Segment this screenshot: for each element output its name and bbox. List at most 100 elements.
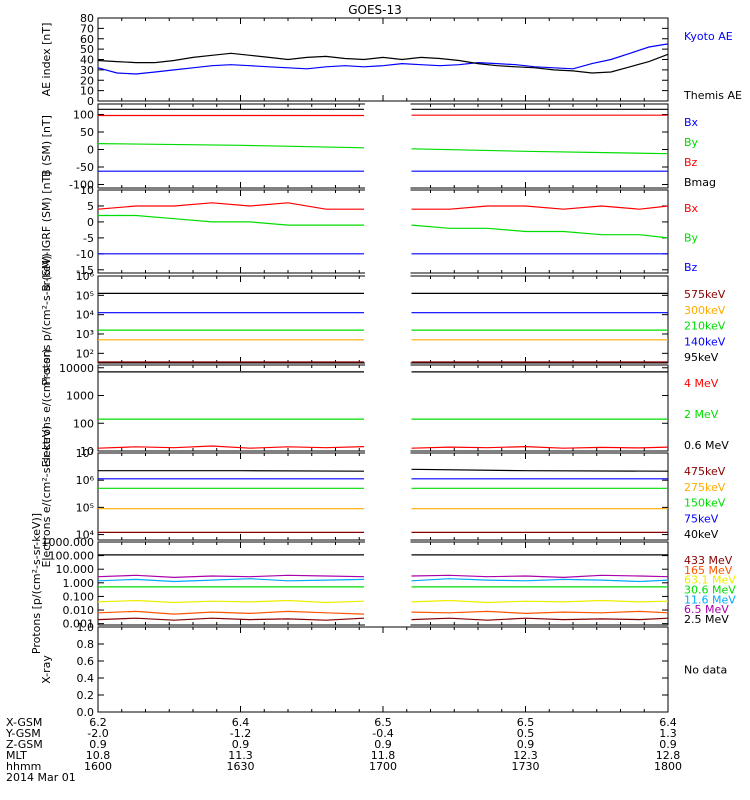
- legend-label: 210keV: [684, 320, 726, 333]
- footer-value: 1700: [369, 760, 397, 773]
- footer-value: 6.5: [374, 716, 392, 729]
- y-tick-label: 30: [80, 64, 94, 77]
- series-line-Themis-AE: [97, 52, 669, 74]
- series-line-40keV: [98, 470, 365, 472]
- series-line-6.5-MeV-b: [411, 574, 669, 579]
- footer-date: 2014 Mar 01: [6, 771, 76, 784]
- y-tick-label: -5: [83, 232, 94, 245]
- footer-row-label: Y-GSM: [5, 727, 41, 740]
- series-line-165-MeV-b: [411, 610, 669, 615]
- panel-4: 10 100 1000 10000 Electrons e/(cm²-s-sr) 4 Me…: [40, 349, 729, 468]
- y-axis-label: Electrons e/(cm²-s-sr-keV): [40, 425, 53, 567]
- footer-value: 10.8: [86, 749, 111, 762]
- y-tick-label: 10⁵: [76, 289, 94, 302]
- y-tick-label: -10: [76, 248, 94, 261]
- legend-label: Bx: [684, 202, 699, 215]
- legend-label: 575keV: [684, 288, 726, 301]
- footer-value: 11.3: [228, 749, 253, 762]
- y-tick-label: 20: [80, 74, 94, 87]
- y-tick-label: 10: [80, 85, 94, 98]
- y-tick-label: 10⁴: [76, 309, 95, 322]
- y-tick-label: 10⁵: [76, 501, 94, 514]
- footer-value: 0.9: [374, 738, 392, 751]
- footer-value: 6.5: [517, 716, 535, 729]
- footer-value: 0.9: [517, 738, 535, 751]
- data-gap: [365, 189, 411, 274]
- legend-label: 475keV: [684, 465, 726, 478]
- y-tick-label: 100.000: [49, 550, 95, 563]
- legend-label: 275keV: [684, 481, 726, 494]
- data-gap: [365, 452, 411, 541]
- y-axis-label: Protons [p/(cm²-s-sr-keV)]: [30, 513, 43, 654]
- y-tick-label: 10.000: [56, 563, 95, 576]
- panel-3: 10² 10³ 10⁴ 10⁵ 10⁶ Protons p/(cm²-s-sr-keV) 5…: [40, 253, 726, 386]
- panel-6: 0.0010.0100.1001.00010.000100.0001000.00…: [30, 513, 736, 654]
- y-tick-label: 0: [87, 95, 94, 108]
- legend-label: 63.1 MeV: [684, 574, 736, 587]
- y-tick-label: 10: [80, 184, 94, 197]
- footer-value: 6.4: [659, 716, 677, 729]
- legend-label: 433 MeV: [684, 554, 733, 567]
- footer-value: 1730: [512, 760, 540, 773]
- footer-value: 12.8: [656, 749, 681, 762]
- y-tick-label: 0.001: [63, 618, 95, 631]
- legend-label: Bz: [684, 156, 698, 169]
- footer-value: -2.0: [87, 727, 108, 740]
- legend-label: 40keV: [684, 528, 719, 541]
- legend-label: By: [684, 136, 699, 149]
- y-tick-label: 0.2: [77, 689, 95, 702]
- legend-label: 4 MeV: [684, 377, 719, 390]
- legend-label: 75keV: [684, 512, 719, 525]
- footer-value: 1800: [654, 760, 682, 773]
- y-tick-label: 10⁴: [76, 529, 95, 542]
- footer-value: 0.9: [89, 738, 107, 751]
- series-line-Bx: [97, 202, 364, 210]
- y-tick-label: 40: [80, 54, 94, 67]
- y-axis-label: Electrons e/(cm²-s-sr): [40, 349, 53, 468]
- series-line-11.6-MeV-b: [411, 578, 669, 583]
- y-axis-label: X-ray: [40, 655, 53, 684]
- y-tick-label: 10000: [59, 362, 94, 375]
- no-data-note: No data: [684, 664, 727, 677]
- y-tick-label: -50: [76, 161, 94, 174]
- legend-label: Bx: [684, 116, 699, 129]
- footer-value: 1630: [227, 760, 255, 773]
- y-tick-label: 10⁶: [76, 474, 95, 487]
- footer-value: 6.4: [232, 716, 250, 729]
- series-line-433-MeV-b: [411, 617, 669, 621]
- legend-label: 11.6 MeV: [684, 593, 736, 606]
- y-tick-label: 1.000: [63, 577, 95, 590]
- y-tick-label: 0.6: [77, 655, 95, 668]
- legend-label: 140keV: [684, 335, 726, 348]
- y-tick-label: 0.8: [77, 638, 95, 651]
- y-tick-label: 1000: [66, 390, 94, 403]
- legend-label: By: [684, 232, 699, 245]
- y-tick-label: 80: [80, 12, 94, 25]
- footer-value: 0.9: [232, 738, 250, 751]
- y-axis-label: Protons p/(cm²-s-sr-keV): [40, 253, 53, 386]
- y-tick-label: 0.100: [63, 590, 95, 603]
- y-tick-label: 0.4: [77, 672, 95, 685]
- legend-label: Bz: [684, 261, 698, 274]
- series-line-165-MeV: [97, 610, 365, 615]
- legend-label: Kyoto AE: [684, 30, 733, 43]
- footer-value: 6.2: [89, 716, 107, 729]
- y-tick-label: 100: [73, 417, 94, 430]
- series-line-Kyoto-AE: [97, 43, 669, 75]
- footer-value: 1.3: [659, 727, 677, 740]
- footer-value: -0.4: [372, 727, 393, 740]
- series-line-Bx-b: [411, 205, 669, 210]
- footer-ephemeris: X-GSM 6.2 6.4 6.5 6.5 6.4 Y-GSM -2.0 -1.2 -0.4 0.5…: [5, 716, 682, 784]
- series-line-4-MeV: [97, 445, 365, 449]
- y-tick-label: 1.0: [77, 621, 95, 634]
- footer-row-label: X-GSM: [6, 716, 42, 729]
- y-tick-label: 10³: [76, 328, 94, 341]
- legend-label: 6.5 MeV: [684, 603, 729, 616]
- footer-row-label: MLT: [6, 749, 27, 762]
- series-line-By: [97, 143, 365, 149]
- y-tick-label: 10²: [76, 347, 94, 360]
- y-tick-label: 1000.000: [42, 536, 95, 549]
- y-tick-label: 10: [80, 445, 94, 458]
